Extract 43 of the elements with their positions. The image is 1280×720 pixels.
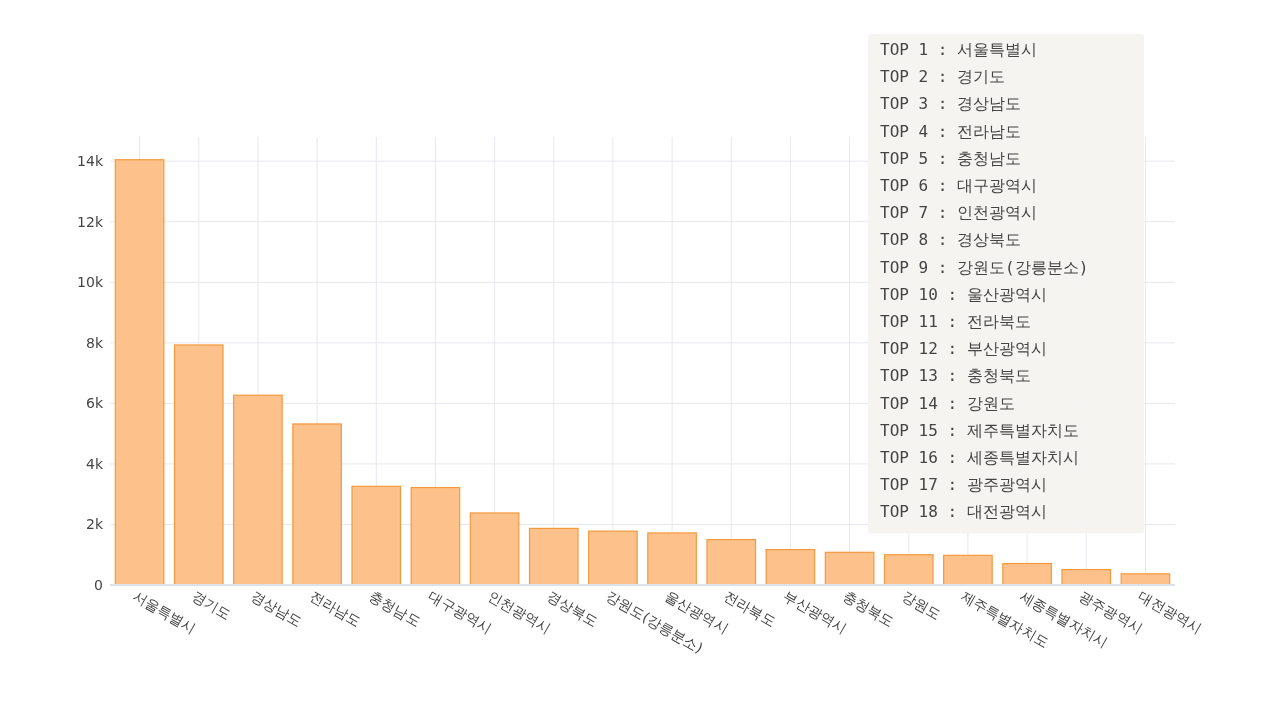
annotation: TOP 15 : 제주특별자치도 (880, 420, 1079, 440)
bar (351, 485, 402, 586)
y-tick-label: 14k (77, 153, 104, 170)
bar (943, 554, 993, 586)
bar (588, 530, 638, 586)
bar (410, 486, 461, 586)
bar (1061, 568, 1112, 586)
y-tick-label: 0 (94, 577, 103, 593)
y-tick-label: 12k (77, 213, 104, 230)
bar (765, 548, 816, 586)
annotation: TOP 17 : 광주광역시 (880, 475, 1047, 495)
annotation: TOP 9 : 강원도(강릉분소) (880, 257, 1089, 277)
bar (883, 554, 934, 586)
bar (114, 159, 165, 586)
bar (469, 512, 520, 586)
y-tick-label: 6k (85, 395, 104, 412)
bar (1002, 562, 1052, 586)
y-tick-label: 4k (85, 455, 104, 472)
annotation: TOP 13 : 충청북도 (880, 366, 1031, 386)
annotation: TOP 7 : 인천광역시 (880, 203, 1038, 223)
annotation: TOP 11 : 전라북도 (880, 312, 1031, 331)
annotation: TOP 14 : 강원도 (880, 393, 1015, 413)
bar (292, 423, 342, 586)
bar (528, 527, 579, 586)
bar (647, 532, 697, 586)
annotation: TOP 18 : 대전광역시 (880, 502, 1047, 522)
annotation: TOP 6 : 대구광역시 (880, 176, 1038, 195)
text: TOP 2 : 경기도 (880, 67, 1006, 87)
text: TOP 3 : 경상남도 (880, 94, 1022, 114)
text: TOP 1 : 서울특별시 (880, 40, 1038, 59)
bar (824, 551, 875, 586)
y-tick-label: 10k (77, 274, 104, 291)
y-tick-label: 2k (85, 516, 104, 533)
annotation: TOP 5 : 충청남도 (880, 148, 1022, 168)
annotation: TOP 10 : 울산광역시 (880, 284, 1047, 304)
bar (706, 539, 757, 586)
annotation: TOP 8 : 경상북도 (880, 230, 1022, 250)
annotation: TOP 12 : 부산광역시 (880, 339, 1047, 359)
bar (233, 394, 283, 586)
bar (173, 344, 224, 586)
annotation: TOP 4 : 전라남도 (880, 121, 1022, 141)
annotation: TOP 16 : 세종특별자치시 (880, 448, 1079, 467)
y-tick-label: 8k (85, 334, 104, 351)
